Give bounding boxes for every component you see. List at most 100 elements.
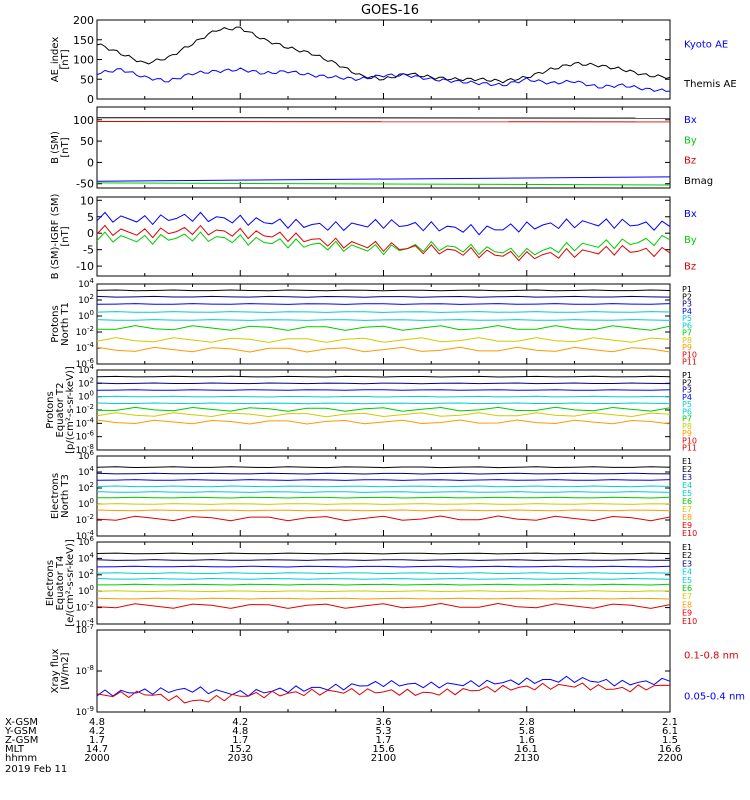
legend-entry: P6: [682, 321, 692, 330]
legend-entry: P2: [682, 378, 692, 387]
legend-entry: E1: [682, 543, 692, 552]
legend-entry: Bz: [684, 261, 696, 272]
y-axis-label: North T3: [60, 474, 71, 518]
channel-line: [96, 597, 671, 600]
legend-entry: E9: [682, 609, 692, 618]
series-line-0-05-0-4-nm: [96, 675, 671, 697]
legend-entry: E6: [682, 584, 692, 593]
y-tick-label: 100: [78, 497, 94, 510]
channel-line: [96, 552, 671, 555]
y-axis-label: North T1: [60, 302, 71, 346]
footer-value: 5.8: [519, 726, 535, 737]
footer-ephemeris: X-GSM 4.8 4.2 3.6 2.8 2.1Y-GSM 4.2 4.8 5.3 5.8 6.1…: [4, 717, 683, 764]
channel-line: [96, 466, 671, 469]
legend-entry: P3: [682, 300, 692, 309]
legend-entry: Kyoto AE: [684, 40, 728, 51]
y-tick-label: 150: [73, 34, 94, 47]
channel-line: [96, 515, 671, 522]
channel-line: [97, 406, 671, 412]
legend-entry: Bx: [684, 209, 697, 220]
channel-line: [96, 565, 671, 568]
footer-value: 2100: [371, 753, 396, 764]
series-line-by: [96, 182, 671, 186]
y-axis-label: B (SM): [50, 131, 61, 164]
series-line-0-1-0-8-nm: [96, 682, 671, 704]
legend-entry: P9: [682, 429, 692, 438]
channel-line: [96, 382, 671, 385]
channel-line: [96, 319, 671, 321]
channel-line: [96, 289, 671, 292]
legend-entry: P5: [682, 314, 692, 323]
y-axis-label: Electrons: [50, 473, 61, 519]
y-tick-label: 100: [73, 114, 94, 127]
legend-entry: P11: [682, 444, 697, 453]
footer-row-label: Z-GSM: [5, 735, 38, 746]
channel-line: [96, 472, 671, 475]
channel-line: [96, 375, 671, 378]
y-tick-label: -5: [83, 244, 94, 257]
series-line-bx: [96, 176, 671, 182]
series-line-bx: [96, 211, 671, 236]
panel-frame: [96, 19, 671, 100]
channel-line: [96, 602, 671, 609]
footer-value: 2.8: [519, 717, 535, 728]
y-tick-label: 10-6: [76, 430, 95, 443]
footer-value: 2.1: [662, 717, 678, 728]
legend-entry: E8: [682, 600, 692, 609]
y-tick-label: 100: [78, 309, 94, 322]
channel-line: [96, 337, 671, 343]
legend-entry: E6: [682, 497, 692, 506]
y-tick-label: 200: [73, 14, 94, 27]
y-axis-label: Xray flux: [50, 649, 61, 694]
legend-entry: E9: [682, 521, 692, 530]
y-tick-label: 10-4: [76, 341, 95, 354]
channel-line: [97, 583, 671, 586]
y-axis-label: [nT]: [60, 226, 71, 246]
series-line-kyoto-ae: [96, 67, 671, 92]
legend-entry: P4: [682, 307, 692, 316]
footer-value: 5.3: [376, 726, 392, 737]
y-axis-label: [W/m2]: [60, 652, 71, 689]
y-tick-label: 10-2: [76, 325, 94, 338]
y-tick-label: 104: [78, 465, 94, 478]
y-axis-label: [nT]: [60, 137, 71, 157]
footer-value: 4.8: [232, 726, 248, 737]
y-tick-label: 5: [87, 211, 94, 224]
legend-entry: E10: [682, 617, 697, 626]
panel-ae: 0 50 100 150 200 AE_index [nT] Kyoto AE Themis A…: [50, 14, 737, 106]
footer-value: 3.6: [376, 717, 392, 728]
y-tick-label: 100: [78, 390, 94, 403]
y-tick-label: 10-4: [76, 416, 95, 429]
channel-line: [96, 559, 671, 561]
legend-entry: P4: [682, 393, 692, 402]
y-tick-label: -10: [76, 260, 94, 273]
legend-entry: 0.05-0.4 nm: [684, 692, 745, 703]
legend-entry: E5: [682, 576, 692, 585]
channel-line: [96, 491, 671, 493]
y-tick-label: 10: [80, 194, 94, 207]
legend-entry: P7: [682, 415, 692, 424]
legend-entry: E3: [682, 559, 692, 568]
channel-line: [97, 325, 671, 331]
y-tick-label: 102: [78, 376, 94, 389]
y-axis-label: AE_index: [50, 37, 61, 83]
footer-value: 2200: [657, 753, 682, 764]
legend-entry: Themis AE: [683, 79, 737, 90]
channel-line: [96, 295, 671, 298]
legend-entry: E3: [682, 473, 692, 482]
footer-value: 2030: [228, 753, 253, 764]
y-tick-label: 0: [87, 156, 94, 169]
footer-value: 14.7: [86, 744, 108, 755]
y-tick-label: 102: [78, 293, 94, 306]
legend-entry: P1: [682, 285, 692, 294]
channel-line: [96, 485, 671, 488]
channel-line: [96, 577, 671, 580]
legend-entry: P9: [682, 343, 692, 352]
y-axis-label: Electrons: [45, 560, 56, 606]
date-label: 2019 Feb 11: [5, 764, 67, 775]
legend-entry: P10: [682, 350, 697, 359]
